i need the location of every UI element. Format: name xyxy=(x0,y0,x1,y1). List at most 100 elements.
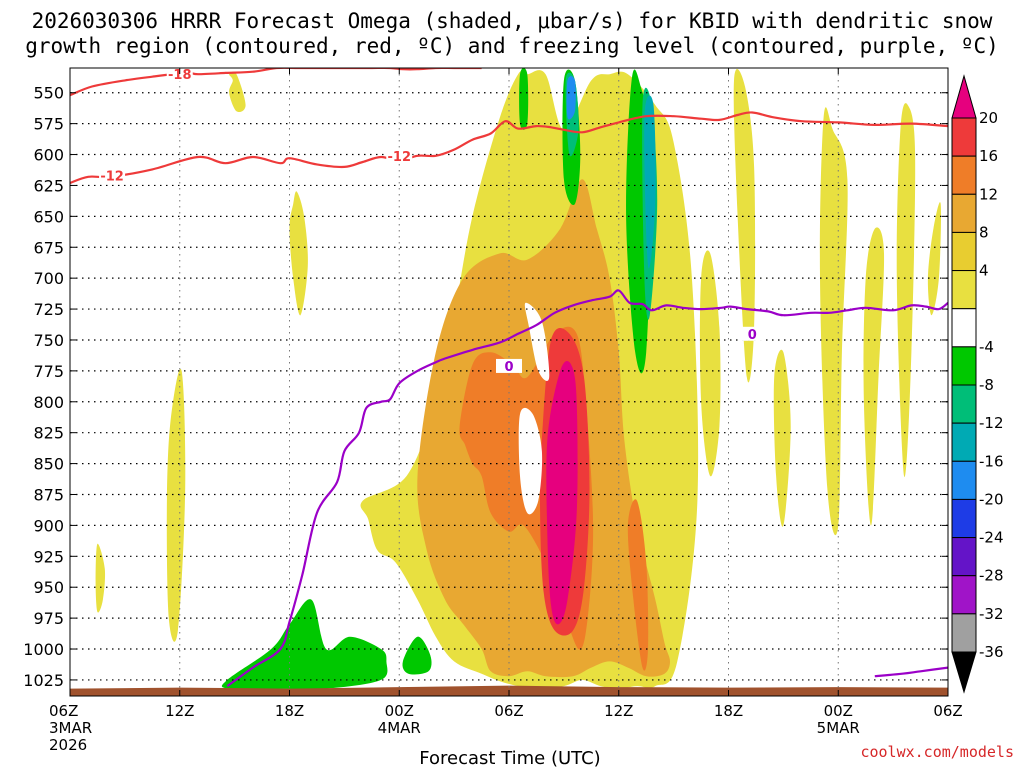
colorbar-label-6: -8 xyxy=(979,376,994,394)
y-tick-label-5: 675 xyxy=(33,238,64,257)
y-tick-label-3: 625 xyxy=(33,176,64,195)
y-tick-label-14: 900 xyxy=(33,516,64,535)
y-tick-label-19: 1025 xyxy=(23,671,64,690)
omega-region-4-11 xyxy=(927,202,942,316)
colorbar-label-1: 16 xyxy=(979,147,998,165)
omega-region-12-14 xyxy=(627,499,649,671)
colorbar-label-12: -32 xyxy=(979,605,1004,623)
y-axis: 550 575 600 625 650 675 700 725 750 775 800 825 850 8… xyxy=(23,84,948,690)
colorbar-label-9: -20 xyxy=(979,490,1004,508)
colorbar-box-0 xyxy=(951,117,977,157)
freezing-label-a-bg xyxy=(496,358,522,373)
omega-region-4-9 xyxy=(863,227,885,526)
dgz-label-a: -18 xyxy=(168,68,192,83)
omega-region--12-25 xyxy=(644,95,656,269)
colorbar-label-7: -12 xyxy=(979,414,1004,432)
chart-title-line-2: growth region (contoured, red, ºC) and f… xyxy=(25,34,999,58)
omega-region-4-1 xyxy=(95,543,106,613)
x-tick-label-2-0: 18Z xyxy=(275,702,304,720)
y-tick-label-4: 650 xyxy=(33,207,64,226)
x-axis-label: Forecast Time (UTC) xyxy=(419,748,600,768)
colorbar-label-2: 12 xyxy=(979,185,998,203)
colorbar-box-11 xyxy=(951,537,977,577)
dgz-label-a-bg xyxy=(166,68,193,82)
omega-shading xyxy=(95,68,942,690)
freezing-label-b-bg xyxy=(739,326,766,341)
x-tick-label-0-1: 3MAR xyxy=(49,719,92,737)
colorbar-box-9 xyxy=(951,460,977,500)
x-tick-label-4-0: 06Z xyxy=(494,702,523,720)
omega-region-4-8 xyxy=(819,107,848,536)
colorbar: 20 16 12 8 4 -4 -8 -12 -16 -20 -24 -28 -32 -36 xyxy=(951,74,1004,694)
y-tick-label-10: 800 xyxy=(33,393,64,412)
colorbar-box-5 xyxy=(951,308,977,348)
credit-text: coolwx.com/models xyxy=(860,743,1014,761)
omega-region--16-27 xyxy=(566,76,576,120)
colorbar-box-7 xyxy=(951,384,977,424)
plot-grid xyxy=(70,68,948,696)
dgz-contour-1 xyxy=(70,111,948,185)
x-tick-label-7-1: 5MAR xyxy=(817,719,860,737)
omega-region-0-18 xyxy=(518,407,543,515)
y-tick-label-18: 1000 xyxy=(23,640,64,659)
x-tick-label-0-2: 2026 xyxy=(49,736,87,754)
y-tick-label-16: 950 xyxy=(33,578,64,597)
colorbar-box-1 xyxy=(951,155,977,195)
colorbar-box-6 xyxy=(951,346,977,386)
colorbar-label-5: -4 xyxy=(979,338,994,356)
y-tick-label-2: 600 xyxy=(33,146,64,165)
omega-region-4-3 xyxy=(229,71,246,113)
dgz-label-c-bg xyxy=(99,168,126,183)
colorbar-top-arrow xyxy=(951,74,977,119)
omega-region-20-16 xyxy=(546,361,578,625)
y-tick-label-7: 725 xyxy=(33,300,64,319)
y-tick-label-12: 850 xyxy=(33,455,64,474)
y-tick-label-1: 575 xyxy=(33,115,64,134)
omega-region--4-21 xyxy=(519,68,529,130)
omega-region-4-6 xyxy=(733,68,756,383)
omega-region-4-2 xyxy=(166,368,186,642)
y-tick-label-13: 875 xyxy=(33,485,64,504)
x-tick-label-1-0: 12Z xyxy=(165,702,194,720)
colorbar-box-8 xyxy=(951,422,977,462)
x-tick-label-3-0: 00Z xyxy=(385,702,414,720)
x-tick-label-3-1: 4MAR xyxy=(378,719,421,737)
y-tick-label-6: 700 xyxy=(33,269,64,288)
colorbar-box-2 xyxy=(951,193,977,233)
y-tick-label-8: 750 xyxy=(33,331,64,350)
omega-region--4-23 xyxy=(402,636,432,675)
omega-region-4-0 xyxy=(289,191,308,316)
x-tick-label-6-0: 18Z xyxy=(714,702,743,720)
colorbar-box-10 xyxy=(951,498,977,539)
y-tick-label-9: 775 xyxy=(33,362,64,381)
y-tick-label-0: 550 xyxy=(33,84,64,103)
y-tick-label-15: 925 xyxy=(33,547,64,566)
colorbar-box-4 xyxy=(951,270,977,310)
x-tick-label-8-0: 06Z xyxy=(933,702,962,720)
chart-title-line-1: 2026030306 HRRR Forecast Omega (shaded, … xyxy=(32,9,993,33)
colorbar-bottom-arrow xyxy=(951,651,977,694)
y-tick-label-17: 975 xyxy=(33,609,64,628)
omega-region-4-10 xyxy=(896,103,916,478)
dgz-label-b: -12 xyxy=(388,150,412,165)
freezing-label-a: 0 xyxy=(504,360,513,375)
omega-region-0-17 xyxy=(524,302,550,381)
colorbar-label-11: -28 xyxy=(979,567,1004,585)
freezing-level-contour-0 xyxy=(226,289,948,687)
colorbar-label-10: -24 xyxy=(979,529,1004,547)
colorbar-box-12 xyxy=(951,575,977,615)
x-tick-label-0-0: 06Z xyxy=(49,702,78,720)
colorbar-label-0: 20 xyxy=(979,109,998,127)
colorbar-label-3: 8 xyxy=(979,223,989,241)
freezing-level-contour-1 xyxy=(874,666,948,678)
colorbar-label-8: -16 xyxy=(979,452,1004,470)
omega-region-4-5 xyxy=(699,250,721,477)
colorbar-box-13 xyxy=(951,613,977,653)
x-tick-label-7-0: 00Z xyxy=(824,702,853,720)
omega-region-4-7 xyxy=(773,349,791,527)
x-tick-label-5-0: 12Z xyxy=(604,702,633,720)
colorbar-label-13: -36 xyxy=(979,643,1004,661)
freezing-label-b: 0 xyxy=(748,328,757,343)
